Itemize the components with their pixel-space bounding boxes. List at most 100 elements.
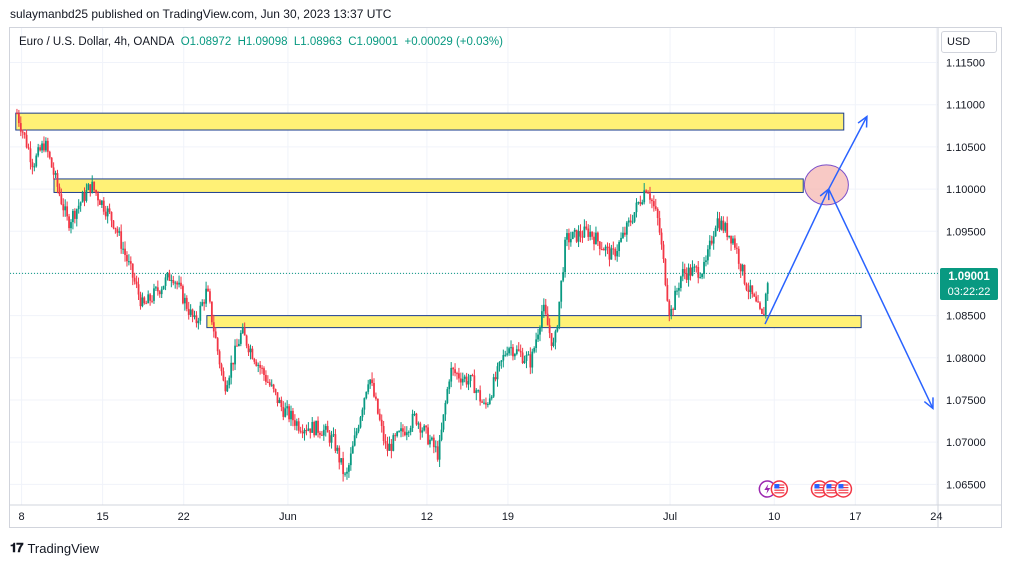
- candle-body: [176, 282, 179, 285]
- candle-body: [668, 300, 671, 316]
- projection-arrows: [764, 114, 934, 410]
- candle-body: [239, 332, 242, 344]
- candle-body: [187, 308, 190, 315]
- candle-body: [417, 423, 420, 425]
- arrowhead-down: [923, 397, 934, 410]
- candle-body: [456, 373, 458, 375]
- candle-body: [434, 446, 437, 448]
- candle-body: [388, 443, 391, 451]
- candle-body: [340, 458, 343, 463]
- candle-body: [600, 249, 603, 251]
- candle-body: [39, 147, 42, 151]
- candle-body: [243, 327, 246, 336]
- candle-body: [515, 349, 518, 355]
- candle-body: [548, 325, 551, 334]
- candle-body: [145, 303, 148, 305]
- candle-body: [180, 282, 182, 287]
- candle-body: [390, 443, 393, 451]
- candle-body: [710, 240, 713, 244]
- candle-body: [500, 360, 503, 363]
- candle-body: [44, 140, 47, 151]
- candle-body: [21, 131, 24, 133]
- candle-body: [421, 430, 424, 433]
- candle-body: [525, 355, 528, 361]
- candle-body: [481, 401, 483, 403]
- candle-body: [361, 409, 364, 418]
- candle-body: [573, 229, 576, 232]
- candle-body: [139, 294, 142, 307]
- candle-body: [378, 413, 381, 420]
- price-tick-label: 1.10000: [946, 184, 986, 196]
- candle-body: [693, 266, 696, 268]
- candle-body: [683, 269, 686, 274]
- candle-body: [131, 263, 134, 278]
- candle-body: [66, 206, 69, 217]
- candle-body: [284, 408, 287, 417]
- candle-body: [153, 288, 155, 301]
- zone-rect: [15, 112, 845, 131]
- candle-body: [423, 425, 426, 431]
- candle-body: [687, 267, 690, 280]
- candle-body: [330, 435, 333, 443]
- candle-body: [764, 293, 767, 315]
- candle-body: [288, 406, 290, 420]
- candle-body: [550, 333, 553, 346]
- candle-body: [100, 200, 103, 205]
- candle-body: [658, 218, 661, 233]
- candle-body: [616, 251, 619, 257]
- candle-body: [224, 380, 227, 392]
- tradingview-logo[interactable]: 𝟏𝟕 TradingView: [10, 540, 99, 556]
- candle-body: [695, 266, 698, 268]
- candle-body: [720, 220, 723, 230]
- candle-body: [635, 202, 638, 213]
- candle-body: [363, 398, 366, 410]
- candle-body: [396, 431, 399, 436]
- candle-body: [195, 315, 198, 324]
- candle-body: [322, 429, 325, 436]
- candle-body: [295, 421, 298, 426]
- candle-body: [666, 284, 669, 301]
- candle-body: [708, 240, 711, 250]
- candle-body: [471, 375, 474, 377]
- arrowhead-mid: [819, 187, 830, 201]
- candle-body: [512, 347, 514, 357]
- candle-body: [346, 471, 348, 474]
- price-tick-label: 1.11500: [946, 58, 985, 70]
- candle-body: [392, 435, 395, 451]
- us-flag-canton: [838, 484, 844, 489]
- chart-frame[interactable]: [9, 27, 1002, 528]
- time-tick-label: 10: [768, 511, 780, 523]
- candle-body: [23, 132, 26, 135]
- candle-body: [207, 288, 209, 292]
- candle-body: [762, 313, 765, 315]
- candle-body: [46, 140, 49, 152]
- candle-body: [222, 371, 225, 381]
- candle-body: [467, 381, 470, 385]
- candle-body: [541, 311, 543, 328]
- candle-body: [17, 113, 20, 124]
- candle-body: [631, 221, 634, 223]
- price-tick-label: 1.08000: [946, 353, 986, 365]
- candle-body: [761, 308, 763, 314]
- candle-body: [87, 184, 90, 191]
- candle-body: [620, 237, 622, 242]
- candle-body: [25, 134, 28, 148]
- candle-body: [664, 259, 667, 285]
- candle-body: [270, 384, 273, 386]
- candle-body: [473, 375, 476, 394]
- candle-body: [485, 402, 487, 405]
- candle-body: [510, 347, 512, 349]
- candle-body: [245, 335, 248, 346]
- candle-body: [237, 343, 240, 347]
- candle-body: [286, 406, 289, 409]
- candle-body: [438, 439, 441, 460]
- currency-button[interactable]: USD: [941, 31, 997, 53]
- candle-body: [228, 377, 231, 386]
- chart-grid: [10, 28, 1002, 528]
- candle-body: [156, 287, 159, 292]
- candle-body: [166, 272, 169, 278]
- candle-body: [691, 267, 694, 276]
- candle-body: [210, 301, 213, 323]
- candle-body: [502, 355, 505, 361]
